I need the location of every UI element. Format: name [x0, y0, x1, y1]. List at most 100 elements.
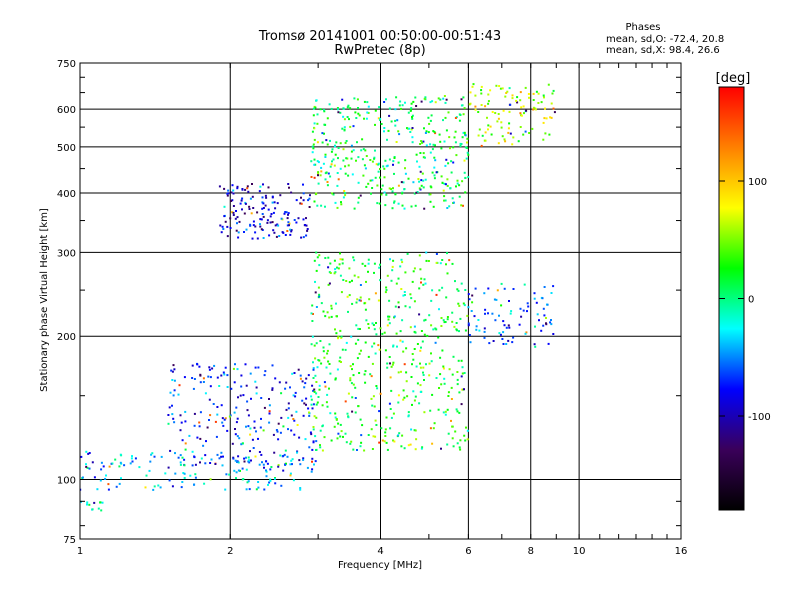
data-point: [305, 224, 308, 227]
data-point: [314, 435, 317, 438]
data-point: [235, 229, 238, 232]
data-point: [444, 321, 447, 323]
data-point: [424, 178, 427, 181]
data-point: [496, 120, 499, 123]
data-point: [333, 425, 336, 428]
data-point: [323, 381, 326, 384]
data-point: [351, 410, 354, 413]
data-point: [418, 402, 421, 405]
data-point: [223, 215, 226, 218]
x-tick-label: 10: [573, 546, 586, 557]
data-point: [418, 165, 421, 168]
data-point: [487, 128, 489, 131]
data-point: [367, 270, 369, 273]
data-point: [314, 106, 317, 109]
data-point: [402, 350, 405, 353]
data-point: [463, 434, 466, 437]
data-point: [449, 147, 451, 150]
data-point: [254, 455, 257, 458]
data-point: [311, 468, 314, 471]
data-point: [260, 228, 263, 231]
data-point: [434, 144, 436, 147]
data-point: [350, 440, 353, 443]
data-point: [131, 460, 134, 463]
data-point: [439, 262, 442, 265]
data-point: [515, 99, 518, 102]
data-point: [358, 114, 361, 117]
data-point: [229, 414, 232, 417]
data-point: [324, 315, 327, 318]
data-point: [367, 355, 370, 358]
stats-line-o: mean, sd,O: -72.4, 20.8: [606, 34, 724, 45]
data-point: [199, 437, 202, 440]
data-point: [193, 424, 196, 427]
data-point: [355, 117, 358, 119]
data-point: [440, 325, 443, 327]
data-point: [497, 142, 500, 145]
data-point: [443, 95, 446, 97]
data-point: [254, 366, 257, 369]
data-point: [193, 412, 196, 415]
data-point: [330, 107, 333, 110]
data-point: [402, 398, 405, 401]
data-point: [383, 101, 386, 103]
data-point: [359, 328, 361, 330]
data-point: [411, 136, 414, 139]
data-point: [249, 450, 251, 453]
data-point: [316, 122, 319, 125]
data-point: [361, 158, 364, 161]
data-point: [455, 408, 458, 411]
data-point: [357, 156, 360, 159]
data-point: [381, 184, 384, 187]
data-point: [309, 194, 311, 197]
data-point: [226, 225, 229, 228]
data-point: [352, 374, 355, 377]
data-point: [383, 167, 386, 170]
data-point: [298, 459, 301, 462]
data-point: [318, 293, 321, 296]
data-point: [342, 115, 345, 118]
data-point: [311, 130, 314, 133]
data-point: [252, 224, 255, 227]
data-point: [429, 143, 432, 146]
data-point: [359, 194, 362, 197]
data-point: [402, 181, 405, 184]
data-point: [96, 488, 99, 491]
data-point: [305, 403, 307, 406]
data-point: [361, 138, 364, 141]
data-point: [337, 432, 340, 435]
data-point: [446, 252, 448, 255]
data-point: [313, 259, 316, 262]
data-point: [104, 477, 107, 480]
data-point: [148, 469, 151, 472]
data-point: [469, 341, 472, 344]
data-point: [322, 310, 325, 313]
data-point: [199, 461, 201, 464]
data-point: [499, 333, 502, 336]
data-point: [533, 343, 536, 346]
data-point: [497, 113, 500, 115]
data-point: [460, 359, 463, 362]
data-point: [288, 224, 290, 227]
data-point: [293, 419, 296, 422]
data-point: [344, 194, 347, 197]
data-point: [251, 438, 254, 441]
data-point: [420, 277, 423, 280]
data-point: [373, 405, 376, 408]
data-point: [403, 447, 406, 450]
data-point: [419, 152, 422, 154]
data-point: [233, 381, 236, 384]
data-point: [248, 459, 250, 462]
data-point: [188, 434, 191, 437]
data-point: [325, 401, 328, 404]
data-point: [488, 342, 491, 345]
data-point: [260, 453, 263, 456]
data-point: [379, 117, 382, 120]
data-point: [524, 130, 527, 133]
data-point: [295, 221, 298, 224]
data-point: [383, 331, 386, 334]
data-point: [184, 442, 187, 445]
data-point: [214, 420, 217, 423]
data-point: [455, 154, 458, 157]
data-point: [333, 259, 336, 262]
